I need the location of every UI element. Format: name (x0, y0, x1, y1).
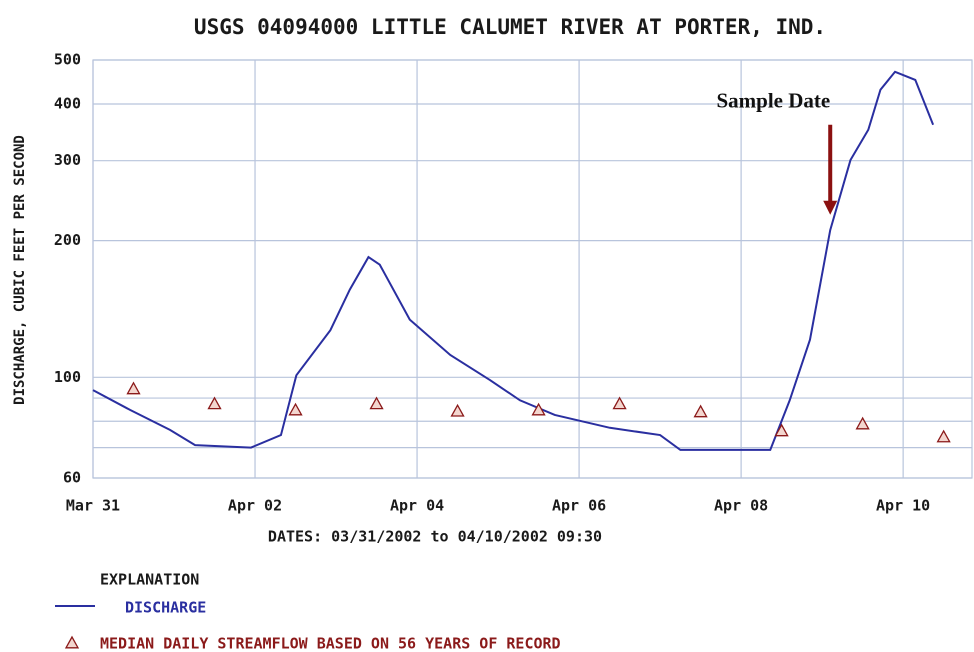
annotation-arrowhead (823, 200, 838, 215)
legend-label: MEDIAN DAILY STREAMFLOW BASED ON 56 YEAR… (100, 635, 561, 652)
y-axis-label: DISCHARGE, CUBIC FEET PER SECOND (12, 135, 28, 405)
plot-frame (92, 59, 973, 479)
median-marker (936, 429, 951, 443)
median-marker (126, 381, 141, 395)
x-tick-label: Mar 31 (66, 497, 120, 515)
median-marker (612, 396, 627, 410)
legend-marker (64, 635, 80, 649)
legend-label: DISCHARGE (125, 599, 206, 617)
y-tick-label: 400 (54, 94, 81, 112)
median-marker (369, 396, 384, 410)
x-tick-label: Apr 10 (876, 497, 930, 515)
median-marker (450, 403, 465, 417)
x-tick-label: Apr 04 (390, 497, 444, 515)
y-tick-label: 200 (54, 231, 81, 249)
x-tick-label: Apr 06 (552, 497, 606, 515)
chart-title: USGS 04094000 LITTLE CALUMET RIVER AT PO… (194, 15, 826, 39)
median-marker (693, 404, 708, 418)
median-marker (774, 423, 789, 437)
y-tick-label: 100 (54, 368, 81, 386)
median-marker (288, 402, 303, 416)
y-tick-label: 300 (54, 151, 81, 169)
y-tick-label: 60 (63, 469, 81, 487)
discharge-line (92, 70, 935, 451)
x-tick-label: Apr 02 (228, 497, 282, 515)
x-axis-label: DATES: 03/31/2002 to 04/10/2002 09:30 (268, 528, 602, 546)
annotation-text: Sample Date (716, 89, 830, 113)
y-tick-label: 500 (54, 51, 81, 69)
median-marker (531, 402, 546, 416)
median-marker (207, 396, 222, 410)
x-tick-label: Apr 08 (714, 497, 768, 515)
legend-title: EXPLANATION (100, 571, 199, 589)
median-marker (855, 416, 870, 430)
